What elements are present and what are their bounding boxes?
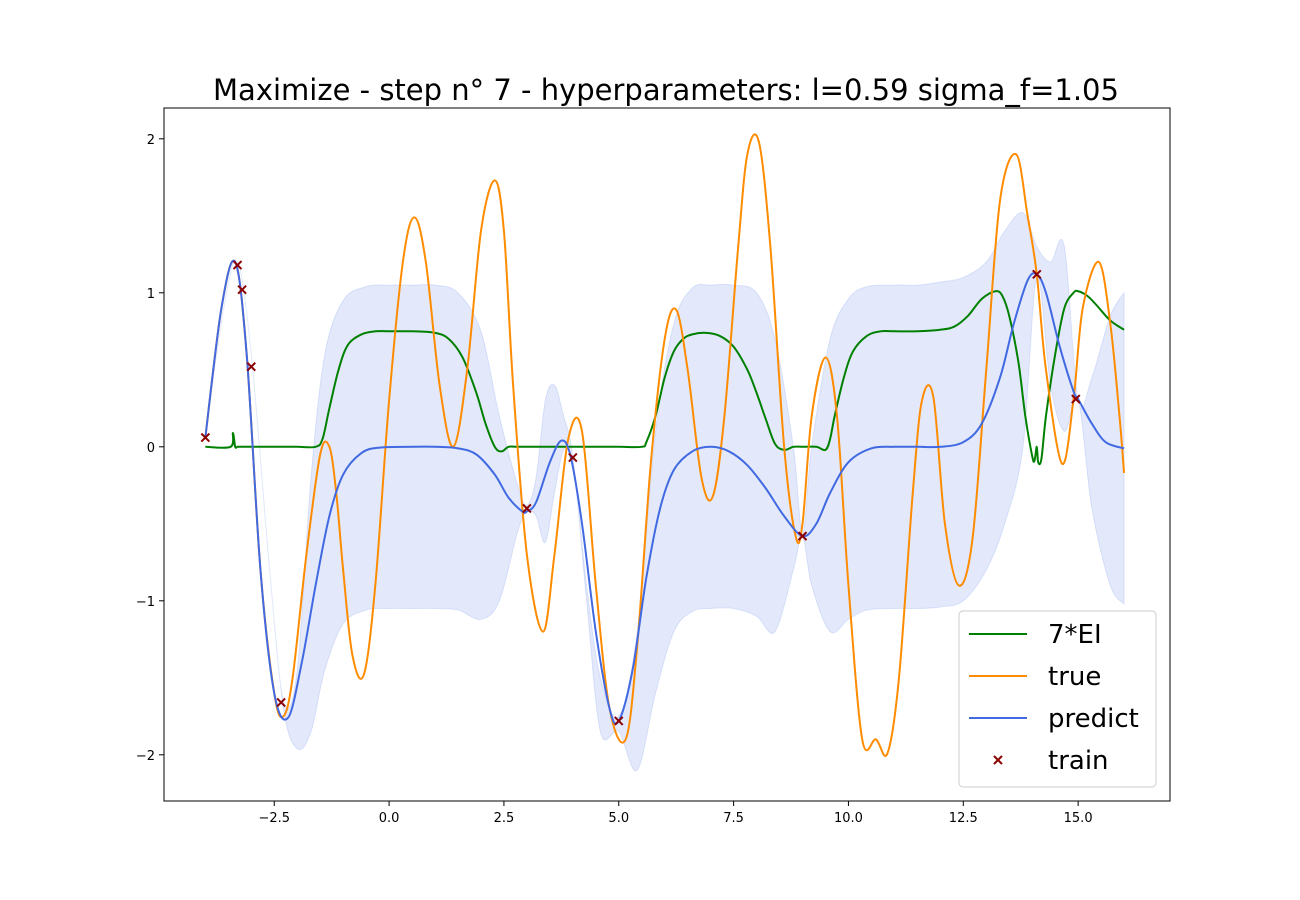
x-tick-label: −2.5 bbox=[258, 811, 290, 826]
y-tick-label: 0 bbox=[147, 441, 155, 456]
train-point bbox=[200, 432, 211, 443]
legend-swatch-stroke bbox=[993, 755, 1003, 765]
train-point-stroke bbox=[1032, 269, 1042, 280]
train-point bbox=[232, 260, 243, 270]
x-tick-label: 0.0 bbox=[379, 811, 400, 826]
train-point-stroke bbox=[237, 285, 247, 295]
series-line-ei bbox=[205, 289, 1125, 466]
legend-label-predict: predict bbox=[1048, 704, 1139, 734]
train-point bbox=[614, 716, 624, 726]
legend-label-train: train bbox=[1048, 746, 1109, 776]
train-point-stroke bbox=[232, 260, 243, 270]
train-point-stroke bbox=[200, 432, 211, 443]
y-tick-label: 2 bbox=[147, 133, 155, 148]
series-line-true bbox=[204, 133, 1126, 757]
legend: 7*EI true predict train bbox=[958, 610, 1157, 788]
y-tick-label: −2 bbox=[136, 749, 155, 764]
y-tick-label: −1 bbox=[136, 595, 155, 610]
x-tick-label: 7.5 bbox=[723, 811, 744, 826]
x-tick-label: 5.0 bbox=[608, 811, 629, 826]
train-point bbox=[276, 697, 286, 708]
y-axis: −2 −1 0 1 2 bbox=[136, 133, 164, 764]
train-point-stroke bbox=[1071, 394, 1081, 404]
train-point-stroke bbox=[568, 452, 578, 463]
train-point bbox=[522, 503, 532, 514]
train-point bbox=[568, 452, 578, 463]
chart-title: Maximize - step n° 7 - hyperparameters: … bbox=[213, 73, 1119, 107]
train-point-stroke bbox=[246, 362, 256, 372]
train-point bbox=[797, 531, 808, 541]
x-tick-label: 10.0 bbox=[834, 811, 863, 826]
legend-label-ei: 7*EI bbox=[1048, 620, 1102, 650]
train-point-stroke bbox=[797, 531, 808, 541]
x-tick-label: 12.5 bbox=[949, 811, 978, 826]
train-point bbox=[237, 285, 247, 295]
train-point-stroke bbox=[614, 716, 624, 726]
legend-swatch-train bbox=[993, 755, 1003, 765]
train-points-layer bbox=[200, 260, 1081, 726]
legend-box bbox=[958, 610, 1157, 788]
train-point-stroke bbox=[522, 503, 532, 514]
x-tick-label: 15.0 bbox=[1064, 811, 1093, 826]
series-line-predict bbox=[204, 259, 1125, 725]
train-point bbox=[1032, 269, 1042, 280]
x-axis: −2.5 0.0 2.5 5.0 7.5 10.0 12.5 15.0 bbox=[258, 801, 1093, 826]
train-point bbox=[1071, 394, 1081, 404]
x-tick-label: 2.5 bbox=[494, 811, 515, 826]
series-layer bbox=[204, 133, 1126, 757]
legend-label-true: true bbox=[1048, 662, 1101, 692]
train-point bbox=[246, 362, 256, 372]
y-tick-label: 1 bbox=[147, 287, 155, 302]
train-point-stroke bbox=[276, 697, 286, 708]
plot-area-frame bbox=[163, 107, 1171, 802]
